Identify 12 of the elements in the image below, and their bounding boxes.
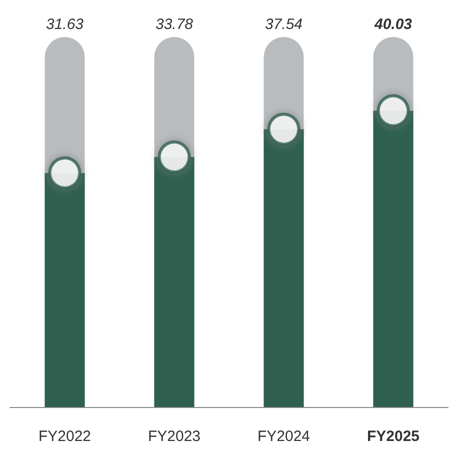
data-label: 31.63 [46,16,84,33]
data-label: 40.03 [373,16,413,33]
x-tick-label: FY2025 [366,428,420,445]
point [158,140,191,174]
x-tick-label: FY2023 [148,428,201,445]
point [48,156,82,190]
point [376,94,410,128]
data-label: 33.78 [155,16,194,33]
data-label: 37.54 [264,16,303,33]
point [267,112,300,146]
x-tick-label: FY2024 [257,428,310,445]
x-tick-label: FY2022 [38,428,92,445]
